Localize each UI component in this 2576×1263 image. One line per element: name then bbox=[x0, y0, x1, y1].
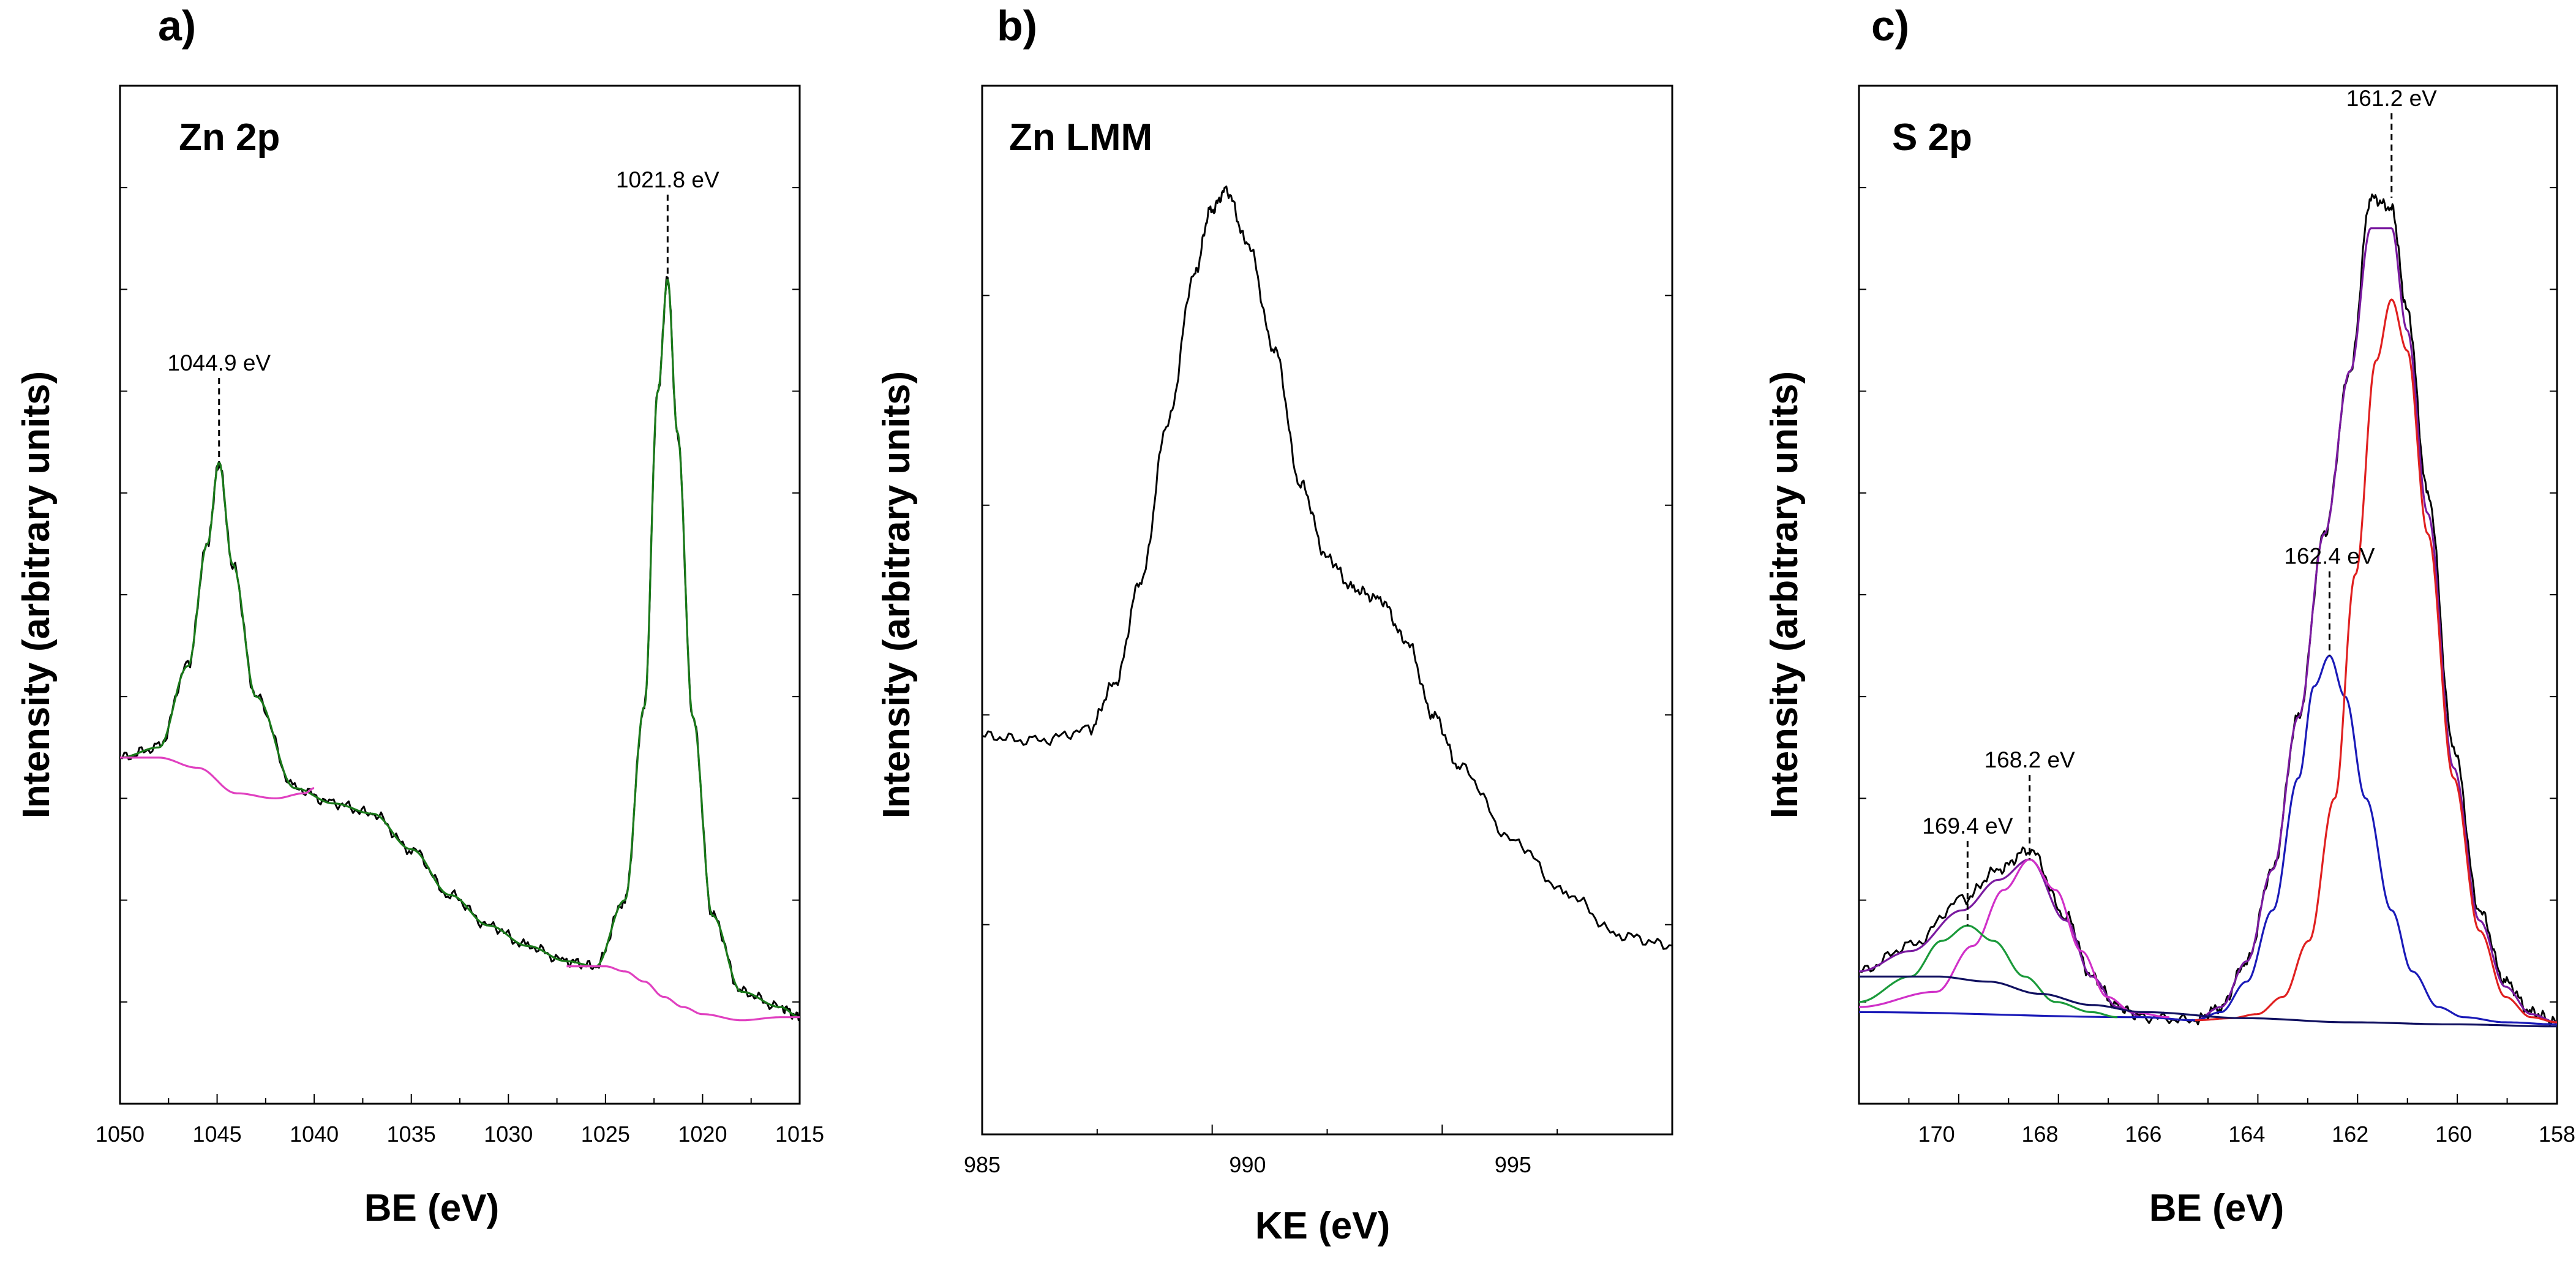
panel-b-xlabel: KE (eV) bbox=[1255, 1205, 1390, 1247]
panel-b-plot-frame bbox=[981, 85, 1673, 1136]
panel-a-title: Zn 2p bbox=[179, 116, 280, 159]
x-tick-label: 1020 bbox=[678, 1122, 727, 1147]
annotation-label: 1021.8 eV bbox=[616, 167, 719, 192]
panel-a-annotations: 1044.9 eV 1021.8 eV bbox=[167, 167, 719, 462]
panel-c-xlabel: BE (eV) bbox=[2149, 1187, 2284, 1229]
x-tick-label: 1040 bbox=[290, 1122, 339, 1147]
panel-a-ticks: 1050 1045 1040 1035 1030 1025 1020 1015 bbox=[96, 187, 824, 1147]
panel-c-ylabel: Intensity (arbitrary units) bbox=[1763, 371, 1806, 818]
panel-b-series bbox=[982, 185, 1673, 950]
annotation-label: 162.4 eV bbox=[2284, 544, 2375, 569]
panel-b-ylabel: Intensity (arbitrary units) bbox=[876, 371, 918, 818]
panel-a-label: a) bbox=[158, 2, 196, 50]
panel-b-label: b) bbox=[997, 2, 1037, 50]
annotation-label: 168.2 eV bbox=[1985, 747, 2075, 772]
x-tick-label: 1015 bbox=[775, 1122, 824, 1147]
x-tick-label: 158 bbox=[2539, 1122, 2575, 1147]
x-tick-label: 1035 bbox=[387, 1122, 436, 1147]
panel-c-title: S 2p bbox=[1892, 116, 1972, 159]
series-line-background bbox=[120, 756, 315, 799]
panel-b-title: Zn LMM bbox=[1009, 116, 1152, 159]
x-tick-label: 1045 bbox=[193, 1122, 242, 1147]
series-line-168-2-ev-component bbox=[1858, 858, 2169, 1019]
series-line-background-2 bbox=[566, 965, 800, 1022]
series-line-169-4-ev-component bbox=[1858, 924, 2118, 1019]
x-tick-label: 995 bbox=[1495, 1152, 1531, 1177]
series-line-envelope-fit bbox=[1858, 227, 2558, 1024]
panel-c-ticks: 170 168 166 164 162 160 158 bbox=[1858, 187, 2575, 1147]
panel-a-ylabel: Intensity (arbitrary units) bbox=[15, 371, 58, 818]
panel-a-series bbox=[119, 276, 801, 1022]
x-tick-label: 985 bbox=[964, 1152, 1001, 1177]
panel-c-annotations: 169.4 eV 168.2 eV 162.4 eV 161.2 eV bbox=[1922, 86, 2437, 926]
x-tick-label: 162 bbox=[2332, 1122, 2368, 1147]
x-tick-label: 1050 bbox=[96, 1122, 145, 1147]
panel-c: c) S 2p BE (eV) Intensity (arbitrary uni… bbox=[1763, 2, 2575, 1229]
series-line-baseline bbox=[1859, 975, 2557, 1028]
panel-a: a) Zn 2p BE (eV) Intensity (arbitrary un… bbox=[15, 2, 824, 1229]
x-tick-label: 168 bbox=[2022, 1122, 2059, 1147]
series-line-s-2p-spectrum bbox=[1858, 193, 2558, 1027]
panel-c-series bbox=[1858, 193, 2558, 1028]
x-tick-label: 166 bbox=[2125, 1122, 2161, 1147]
series-line-zn-2p-spectrum bbox=[119, 276, 801, 1022]
series-line-162-4-ev-component bbox=[1858, 655, 2558, 1025]
annotation-label: 1044.9 eV bbox=[167, 350, 271, 375]
series-line-zn-lmm-spectrum bbox=[982, 185, 1673, 950]
panel-b: b) Zn LMM KE (eV) Intensity (arbitrary u… bbox=[876, 2, 1673, 1247]
x-tick-label: 990 bbox=[1229, 1152, 1266, 1177]
x-tick-label: 170 bbox=[1918, 1122, 1955, 1147]
panel-b-ticks: 985 990 995 bbox=[964, 295, 1673, 1177]
x-tick-label: 160 bbox=[2435, 1122, 2472, 1147]
annotation-label: 161.2 eV bbox=[2346, 86, 2437, 111]
x-tick-label: 1025 bbox=[581, 1122, 630, 1147]
panel-c-label: c) bbox=[1871, 2, 1909, 50]
x-tick-label: 1030 bbox=[484, 1122, 533, 1147]
panel-a-xlabel: BE (eV) bbox=[364, 1187, 499, 1229]
series-line-fit-envelope bbox=[119, 278, 800, 1019]
x-tick-label: 164 bbox=[2228, 1122, 2265, 1147]
annotation-label: 169.4 eV bbox=[1922, 813, 2013, 839]
panel-a-plot-frame bbox=[119, 85, 801, 1105]
series-line-161-2-ev-component bbox=[2195, 298, 2557, 1024]
